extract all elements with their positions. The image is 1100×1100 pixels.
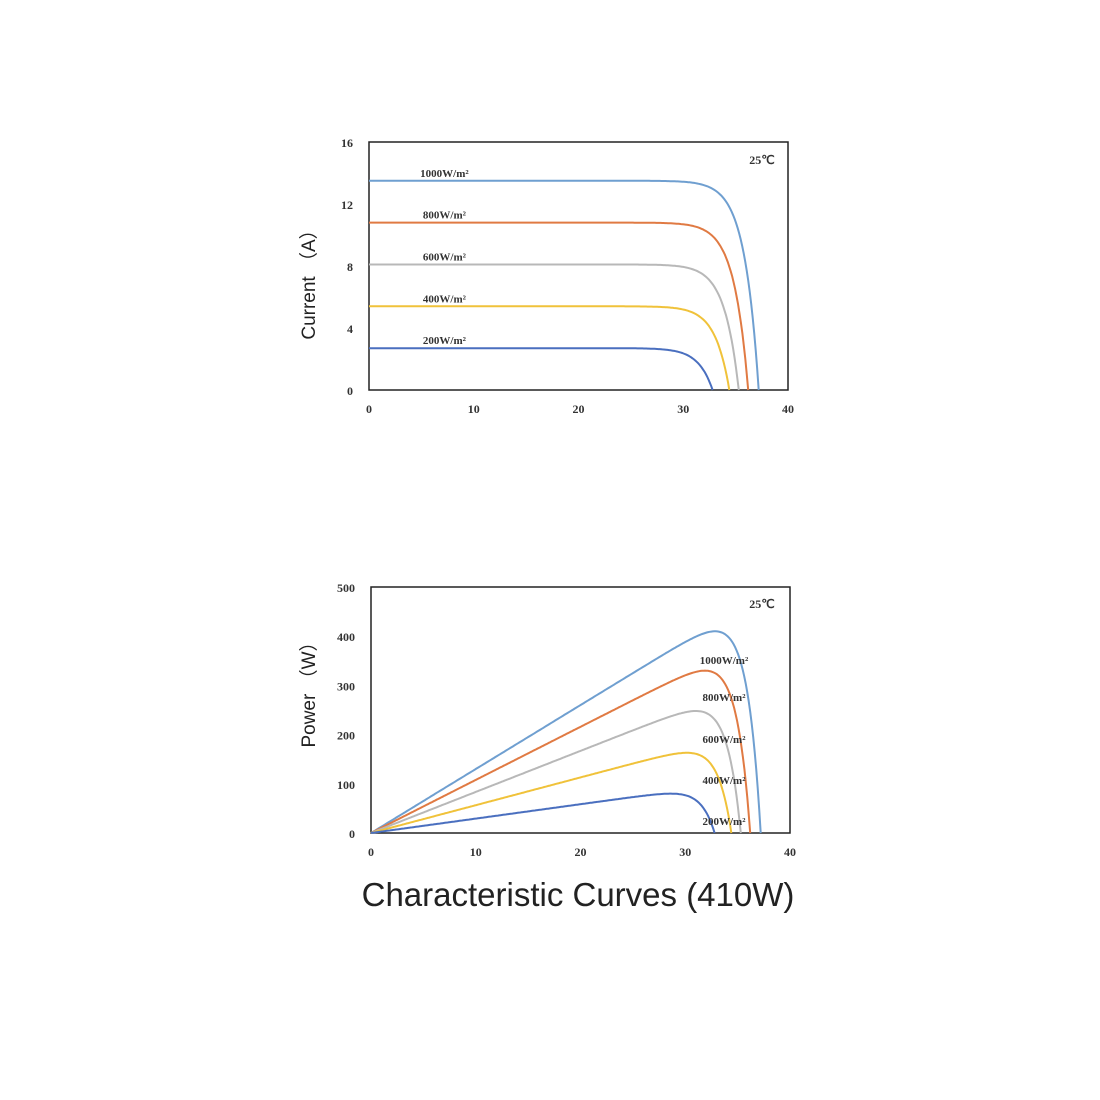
- x-tick-label: 40: [782, 402, 794, 416]
- y-tick-label: 8: [347, 260, 353, 274]
- temperature-annotation: 25℃: [749, 153, 774, 167]
- x-tick-label: 30: [677, 402, 689, 416]
- series-label: 800W/m²: [423, 210, 467, 222]
- plot-frame: [370, 586, 791, 834]
- iv-chart: 0 10 20 30 40 0 4 8 12 16 Current （A） 25℃ 1000W/m² 80…: [298, 136, 794, 416]
- series-label: 1000W/m²: [700, 655, 749, 667]
- x-tick-label: 0: [366, 402, 372, 416]
- series-line-400wm: [370, 751, 733, 834]
- y-tick-label: 100: [337, 778, 355, 792]
- y-tick-label: 0: [347, 384, 353, 398]
- series-label: 400W/m²: [702, 775, 746, 787]
- series-line-600wm: [370, 710, 742, 834]
- x-tick-label: 30: [679, 845, 691, 859]
- series-line-200wm: [370, 792, 716, 834]
- y-tick-label: 12: [341, 198, 353, 212]
- y-tick-label: 200: [337, 729, 355, 743]
- series-label: 800W/m²: [702, 692, 746, 704]
- series-label: 600W/m²: [702, 734, 746, 746]
- x-tick-label: 0: [368, 845, 374, 859]
- series-line-1000wm: [369, 179, 760, 391]
- series-line-200wm: [368, 347, 714, 391]
- y-axis-label: Current （A）: [298, 220, 320, 339]
- series-label: 200W/m²: [702, 816, 746, 828]
- y-tick-label: 500: [337, 581, 355, 595]
- figure-caption: Characteristic Curves (410W): [361, 876, 795, 913]
- series-line-800wm: [370, 669, 752, 834]
- temperature-annotation: 25℃: [749, 597, 774, 611]
- series-line-400wm: [369, 305, 731, 391]
- x-tick-label: 20: [573, 402, 585, 416]
- series-label: 400W/m²: [423, 293, 467, 305]
- y-tick-label: 0: [349, 827, 355, 841]
- y-tick-label: 300: [337, 679, 355, 693]
- series-label: 200W/m²: [423, 335, 467, 347]
- y-tick-label: 4: [347, 322, 353, 336]
- series-label: 600W/m²: [423, 251, 467, 263]
- x-tick-label: 40: [784, 845, 796, 859]
- series-line-600wm: [368, 263, 740, 391]
- x-tick-label: 10: [470, 845, 482, 859]
- series-label: 1000W/m²: [420, 168, 469, 180]
- y-tick-label: 400: [337, 630, 355, 644]
- series-line-1000wm: [370, 630, 762, 834]
- y-tick-label: 16: [341, 136, 353, 150]
- y-axis-label: Power （W）: [298, 632, 320, 747]
- series-line-800wm: [369, 221, 750, 391]
- x-tick-label: 20: [575, 845, 587, 859]
- x-tick-label: 10: [468, 402, 480, 416]
